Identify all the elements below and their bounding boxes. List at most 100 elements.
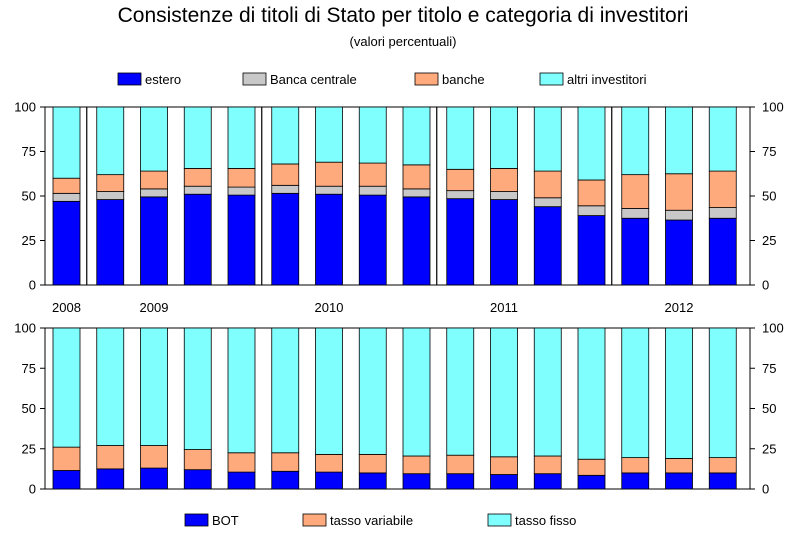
- top-legend-label-estero: estero: [145, 72, 181, 87]
- bottom-bar-bot: [183, 469, 212, 490]
- top-ytick-label-right: 0: [762, 278, 769, 293]
- bottom-legend-label-bot: BOT: [212, 513, 239, 528]
- bottom-bar-bot: [665, 472, 693, 490]
- top-bar-altri-investitori: [446, 106, 475, 170]
- bottom-bar-bot: [446, 473, 475, 490]
- top-bar-estero: [358, 194, 387, 286]
- top-legend-swatch-altri-investitori: [539, 72, 564, 86]
- top-ytick-label-right: 75: [762, 144, 776, 159]
- top-bar-altri-investitori: [52, 106, 81, 179]
- year-label-2011: 2011: [490, 300, 518, 315]
- top-bar-banca-centrale: [490, 191, 518, 200]
- top-bar-banca-centrale: [621, 208, 650, 219]
- top-legend-label-banca-centrale: Banca centrale: [270, 72, 357, 87]
- top-ytick-label-left: 50: [22, 189, 36, 204]
- top-ytick-label-left: 100: [14, 100, 36, 115]
- top-bar-altri-investitori: [533, 106, 562, 172]
- bottom-bar-tasso-variabile: [315, 453, 343, 473]
- year-label-2009: 2009: [140, 300, 169, 315]
- bottom-bar-tasso-variabile: [227, 452, 256, 473]
- top-bar-banca-centrale: [140, 188, 168, 198]
- bottom-ytick-label-left: 50: [22, 401, 36, 416]
- bottom-bar-bot: [708, 472, 737, 490]
- top-bar-estero: [96, 199, 125, 286]
- top-bar-altri-investitori: [577, 106, 606, 181]
- bottom-legend-swatch-tasso-variabile: [302, 513, 327, 527]
- bottom-bar-bot: [315, 471, 343, 490]
- bottom-ytick-label-right: 50: [762, 401, 776, 416]
- bottom-bar-bot: [227, 471, 256, 490]
- bottom-bar-bot: [402, 473, 431, 490]
- top-bar-estero: [577, 215, 606, 286]
- bottom-legend-label-tasso-fisso: tasso fisso: [515, 513, 576, 528]
- top-legend-label-banche: banche: [442, 72, 485, 87]
- top-ytick-label-left: 25: [22, 233, 36, 248]
- top-bar-banca-centrale: [665, 209, 693, 221]
- bottom-ytick-label-right: 100: [762, 321, 784, 336]
- year-label-2008: 2008: [52, 300, 81, 315]
- bottom-bar-tasso-fisso: [446, 327, 475, 456]
- bottom-bar-tasso-fisso: [621, 327, 650, 459]
- bottom-legend-swatch-bot: [184, 513, 209, 527]
- top-ytick-label-right: 25: [762, 233, 776, 248]
- top-bar-banche: [490, 168, 518, 192]
- top-bar-banche: [183, 168, 212, 187]
- top-bar-banca-centrale: [271, 184, 300, 194]
- bottom-bar-tasso-variabile: [533, 455, 562, 475]
- top-bar-banca-centrale: [708, 207, 737, 219]
- top-bar-estero: [140, 196, 168, 286]
- top-bar-estero: [490, 199, 518, 286]
- bottom-bar-tasso-fisso: [183, 327, 212, 450]
- top-ytick-label-left: 75: [22, 144, 36, 159]
- top-bar-estero: [708, 217, 737, 286]
- bottom-bar-tasso-variabile: [490, 456, 518, 475]
- year-label-2012: 2012: [665, 300, 694, 315]
- top-bar-altri-investitori: [271, 106, 300, 165]
- bottom-bar-tasso-variabile: [140, 445, 168, 469]
- top-bar-banca-centrale: [227, 186, 256, 196]
- bottom-bar-tasso-variabile: [577, 458, 606, 476]
- bottom-bar-bot: [52, 470, 81, 490]
- top-bar-banca-centrale: [577, 205, 606, 216]
- top-bar-banche: [577, 179, 606, 207]
- bottom-legend-label-tasso-variabile: tasso variabile: [330, 513, 413, 528]
- top-bar-banche: [315, 161, 343, 187]
- bottom-bar-bot: [577, 474, 606, 490]
- bottom-bar-tasso-fisso: [490, 327, 518, 458]
- year-label-2010: 2010: [315, 300, 344, 315]
- top-bar-altri-investitori: [140, 106, 168, 172]
- top-bar-estero: [446, 198, 475, 286]
- top-bar-altri-investitori: [665, 106, 693, 175]
- top-ytick-label-right: 50: [762, 189, 776, 204]
- bottom-bar-tasso-fisso: [52, 327, 81, 448]
- top-bar-banca-centrale: [533, 197, 562, 208]
- top-bar-estero: [621, 217, 650, 286]
- bottom-bar-tasso-fisso: [315, 327, 343, 455]
- bottom-bar-tasso-fisso: [577, 327, 606, 460]
- top-bar-banca-centrale: [52, 192, 81, 202]
- bottom-bar-tasso-fisso: [227, 327, 256, 454]
- chart-title: Consistenze di titoli di Stato per titol…: [117, 4, 689, 27]
- top-bar-estero: [315, 193, 343, 286]
- bottom-bar-tasso-fisso: [402, 327, 431, 457]
- bottom-bar-tasso-variabile: [52, 446, 81, 471]
- top-ytick-label-left: 0: [29, 278, 36, 293]
- top-bar-banche: [227, 168, 256, 188]
- top-bar-estero: [533, 206, 562, 286]
- top-bar-banche: [621, 174, 650, 209]
- top-bar-altri-investitori: [315, 106, 343, 163]
- top-bar-banca-centrale: [183, 185, 212, 195]
- top-bar-altri-investitori: [358, 106, 387, 164]
- bottom-ytick-label-right: 25: [762, 441, 776, 456]
- top-bar-estero: [402, 196, 431, 286]
- chart-subtitle: (valori percentuali): [349, 34, 457, 49]
- top-bar-altri-investitori: [96, 106, 125, 176]
- bottom-bar-tasso-variabile: [708, 457, 737, 474]
- bottom-bar-bot: [533, 473, 562, 490]
- bottom-bar-tasso-fisso: [533, 327, 562, 457]
- top-bar-banca-centrale: [402, 188, 431, 198]
- bottom-bar-bot: [490, 474, 518, 490]
- top-bar-banche: [358, 162, 387, 187]
- top-bar-altri-investitori: [490, 106, 518, 169]
- top-legend-swatch-estero: [117, 72, 142, 86]
